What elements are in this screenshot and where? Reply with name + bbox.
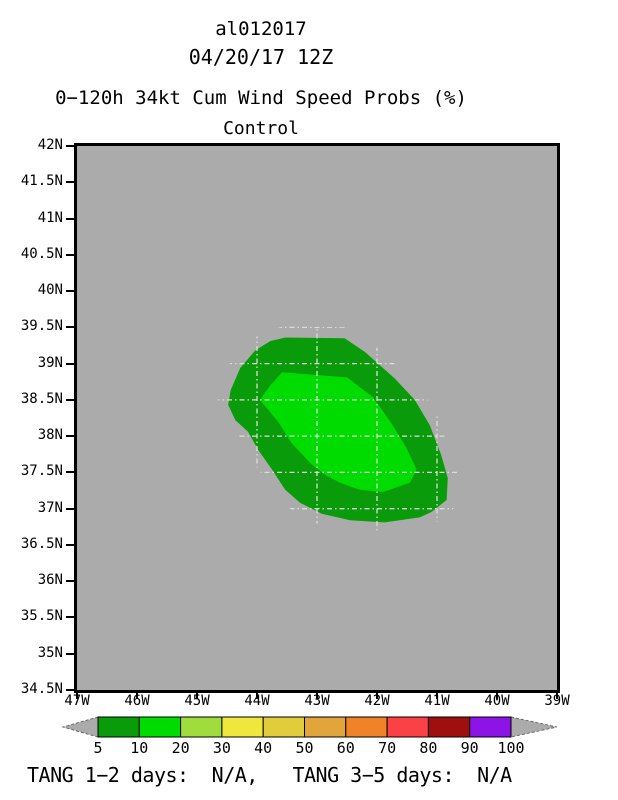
lat-tick bbox=[66, 543, 75, 546]
lat-tick bbox=[66, 145, 75, 147]
lon-tick bbox=[256, 690, 258, 699]
lat-tick bbox=[66, 471, 75, 474]
colorbar-value-label: 20 bbox=[172, 739, 190, 757]
lon-tick-label: 44W bbox=[244, 693, 270, 709]
lat-tick-label: 40.5N bbox=[20, 245, 63, 262]
lat-tick-label: 42N bbox=[37, 137, 63, 153]
colorbar-cell bbox=[469, 716, 512, 738]
colorbar-cell bbox=[138, 716, 182, 738]
lat-tick-label: 41.5N bbox=[20, 173, 63, 190]
colorbar-cell bbox=[386, 716, 429, 738]
colorbar-value-label: 10 bbox=[130, 739, 148, 757]
lat-tick bbox=[66, 689, 75, 691]
lat-tick bbox=[66, 507, 75, 510]
lat-tick-label: 34.5N bbox=[20, 681, 63, 697]
lon-tick-label: 42W bbox=[364, 693, 390, 709]
lon-tick-label: 41W bbox=[424, 693, 450, 709]
graticule bbox=[77, 146, 557, 690]
colorbar-cell bbox=[97, 716, 140, 738]
lat-tick-label: 41N bbox=[37, 209, 63, 226]
lon-tick bbox=[316, 690, 318, 699]
lon-tick bbox=[496, 690, 498, 699]
lat-tick-label: 38.5N bbox=[20, 390, 63, 407]
lat-tick bbox=[66, 398, 75, 401]
lon-tick bbox=[376, 690, 378, 699]
colorbar-cell bbox=[345, 716, 388, 738]
colorbar-cell bbox=[304, 716, 347, 738]
init-time-title: 04/20/17 12Z bbox=[188, 45, 334, 69]
colorbar-cell bbox=[427, 716, 471, 738]
colorbar-value-label: 100 bbox=[497, 739, 524, 757]
lat-tick bbox=[66, 362, 75, 365]
lat-tick bbox=[66, 217, 75, 220]
lon-tick-label: 39W bbox=[544, 693, 570, 709]
lon-tick-label: 46W bbox=[124, 693, 150, 709]
lon-tick bbox=[136, 690, 138, 699]
lat-tick bbox=[66, 253, 75, 256]
colorbar: 5 10 20 30 40 50 60 70 80 90 100 bbox=[55, 712, 565, 762]
storm-id-title: al012017 bbox=[215, 18, 307, 40]
lat-tick-label: 36N bbox=[37, 572, 63, 589]
lon-tick-label: 47W bbox=[64, 693, 90, 709]
colorbar-cell bbox=[180, 716, 223, 738]
colorbar-value-label: 60 bbox=[337, 739, 355, 757]
ensemble-member-title: Control bbox=[223, 118, 299, 139]
lat-tick bbox=[66, 435, 75, 438]
lat-tick-label: 37.5N bbox=[20, 463, 63, 480]
product-title: 0−120h 34kt Cum Wind Speed Probs (%) bbox=[55, 87, 467, 109]
lat-tick-label: 40N bbox=[37, 282, 63, 299]
colorbar-value-label: 90 bbox=[461, 739, 479, 757]
lat-tick-label: 38N bbox=[37, 427, 63, 444]
colorbar-value-label: 70 bbox=[378, 739, 396, 757]
lat-tick bbox=[66, 181, 75, 184]
lon-tick bbox=[76, 690, 78, 699]
lat-tick-label: 35.5N bbox=[20, 608, 63, 625]
lat-tick bbox=[66, 616, 75, 619]
lat-tick-label: 39.5N bbox=[20, 318, 63, 335]
lat-tick bbox=[66, 326, 75, 329]
colorbar-value-label: 50 bbox=[295, 739, 313, 757]
map-frame bbox=[74, 143, 560, 693]
colorbar-cell bbox=[262, 716, 305, 738]
lat-tick bbox=[66, 290, 75, 293]
colorbar-right-arrow bbox=[510, 716, 558, 738]
lon-tick-label: 40W bbox=[484, 693, 510, 709]
lon-tick bbox=[196, 690, 198, 699]
map-plot bbox=[77, 146, 557, 690]
colorbar-value-label: 40 bbox=[254, 739, 272, 757]
colorbar-value-label: 80 bbox=[419, 739, 437, 757]
lon-tick-label: 45W bbox=[184, 693, 210, 709]
lon-tick bbox=[436, 690, 438, 699]
colorbar-left-arrow bbox=[61, 716, 99, 738]
lat-tick-label: 37N bbox=[37, 499, 63, 516]
colorbar-scale: 5 10 20 30 40 50 60 70 80 90 100 bbox=[61, 716, 558, 757]
tang-annotation: TANG 1−2 days: N/A, TANG 3−5 days: N/A bbox=[27, 763, 512, 787]
colorbar-cell bbox=[221, 716, 264, 738]
lat-tick-label: 36.5N bbox=[20, 535, 63, 552]
colorbar-value-label: 30 bbox=[213, 739, 231, 757]
lat-tick bbox=[66, 652, 75, 655]
lat-tick-label: 35N bbox=[37, 644, 63, 661]
lon-tick bbox=[556, 690, 558, 699]
lat-tick bbox=[66, 580, 75, 583]
lat-tick-label: 39N bbox=[37, 354, 63, 371]
colorbar-value-label: 5 bbox=[93, 739, 102, 757]
lon-tick-label: 43W bbox=[304, 693, 330, 709]
